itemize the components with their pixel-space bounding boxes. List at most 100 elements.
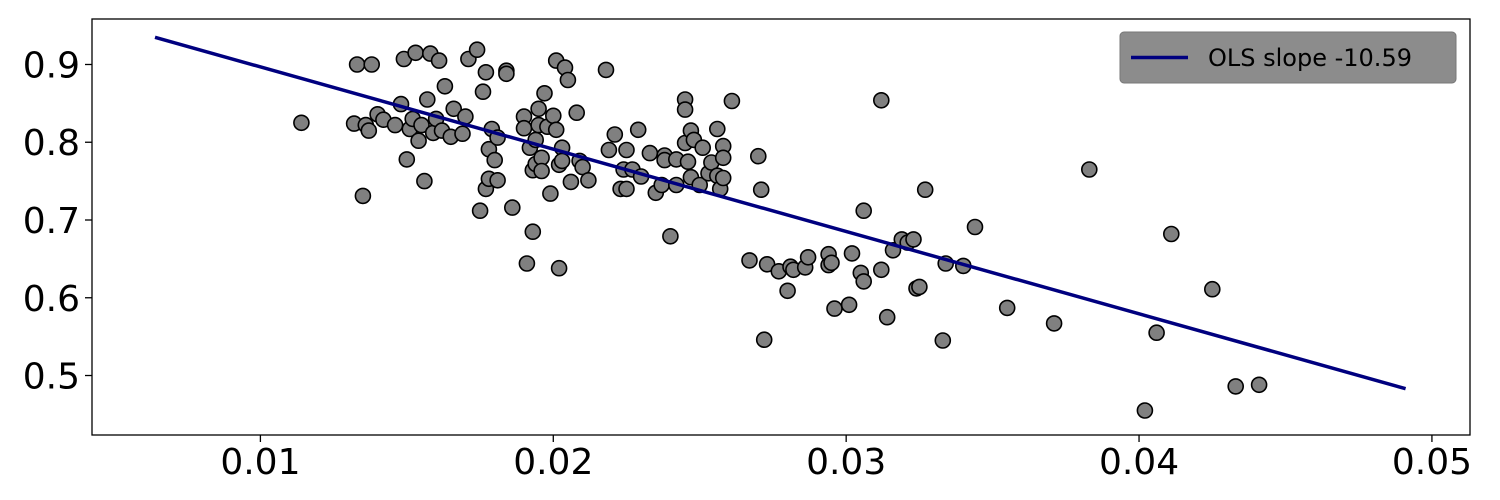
data-point	[911, 278, 928, 296]
data-point	[407, 44, 424, 62]
data-point	[413, 116, 430, 134]
data-point	[398, 151, 416, 168]
data-point	[354, 187, 372, 205]
data-point	[562, 173, 580, 191]
data-point	[1045, 315, 1063, 332]
data-point	[568, 104, 586, 121]
data-point	[410, 132, 427, 149]
data-point	[418, 91, 436, 108]
data-point	[708, 120, 726, 138]
data-point	[826, 300, 843, 317]
data-point	[752, 181, 770, 198]
data-point	[471, 202, 489, 219]
data-point	[723, 92, 741, 110]
ols-regression-line	[154, 35, 1407, 391]
regression-line-layer	[154, 35, 1407, 391]
data-point	[454, 125, 471, 142]
y-tick-label: 0.9	[23, 45, 80, 86]
y-tick-label: 0.7	[23, 201, 80, 242]
data-point	[550, 259, 568, 277]
data-point	[676, 101, 694, 118]
data-point	[542, 185, 559, 202]
data-point	[468, 41, 486, 59]
data-point	[536, 85, 553, 102]
y-tick-label: 0.6	[23, 279, 80, 320]
data-point	[741, 252, 758, 269]
data-point	[363, 56, 381, 73]
data-point	[477, 64, 495, 81]
data-point	[679, 153, 697, 170]
data-point	[662, 228, 679, 245]
data-point	[386, 116, 404, 134]
data-point	[998, 299, 1016, 317]
data-point	[1227, 378, 1244, 395]
data-point	[553, 152, 571, 170]
x-tick-label: 0.01	[220, 442, 300, 483]
data-point	[843, 245, 861, 262]
data-point	[530, 100, 547, 118]
data-point	[934, 332, 952, 349]
data-point	[694, 139, 712, 156]
data-point	[436, 78, 454, 95]
data-point	[618, 180, 635, 198]
data-point	[966, 218, 984, 236]
data-point	[916, 181, 934, 198]
x-tick-label: 0.05	[1392, 442, 1472, 483]
data-points	[293, 41, 1268, 419]
data-point	[416, 172, 433, 190]
data-point	[486, 151, 504, 169]
data-point	[293, 114, 310, 132]
x-tick-label: 0.04	[1099, 442, 1179, 483]
data-point	[799, 248, 817, 266]
y-axis: 0.5 0.6 0.7 0.8 0.9	[23, 45, 92, 398]
data-point	[1250, 376, 1268, 394]
legend: OLS slope -10.59	[1119, 31, 1457, 84]
data-point	[360, 122, 378, 139]
data-point	[559, 71, 577, 89]
legend-box	[1119, 31, 1457, 84]
data-point	[618, 141, 635, 159]
data-point	[840, 296, 858, 314]
data-point	[755, 331, 773, 349]
data-point	[348, 56, 366, 73]
x-tick-label: 0.03	[806, 442, 886, 483]
data-point	[547, 121, 565, 139]
data-point	[714, 169, 732, 187]
data-point	[430, 52, 448, 69]
data-point	[498, 65, 515, 83]
legend-label: OLS slope -10.59	[1208, 44, 1412, 72]
data-point	[714, 149, 732, 167]
data-point	[855, 202, 873, 219]
data-point	[524, 223, 542, 240]
data-point	[518, 255, 536, 272]
data-point	[872, 261, 890, 279]
data-point	[629, 121, 647, 139]
data-point	[1136, 402, 1154, 419]
data-point	[503, 199, 521, 216]
data-point	[544, 107, 562, 125]
data-point	[1081, 161, 1098, 178]
data-point	[823, 254, 840, 272]
data-point	[641, 144, 659, 162]
x-axis: 0.01 0.02 0.03 0.04 0.05	[220, 435, 1472, 483]
data-point	[1148, 324, 1165, 342]
data-point	[606, 126, 624, 143]
data-point	[872, 92, 890, 109]
data-point	[1163, 225, 1180, 243]
data-point	[600, 141, 618, 159]
data-point	[474, 83, 492, 100]
data-point	[1204, 280, 1221, 298]
data-point	[515, 119, 533, 137]
data-point	[445, 100, 463, 118]
data-point	[905, 231, 922, 248]
data-point	[489, 172, 506, 189]
data-point	[533, 162, 550, 180]
data-point	[597, 61, 615, 79]
y-tick-label: 0.5	[23, 357, 80, 398]
plot-background	[92, 19, 1470, 435]
data-point	[878, 308, 896, 326]
plot-frame	[91, 18, 1471, 436]
x-tick-label: 0.02	[513, 442, 593, 483]
data-point	[749, 147, 767, 165]
